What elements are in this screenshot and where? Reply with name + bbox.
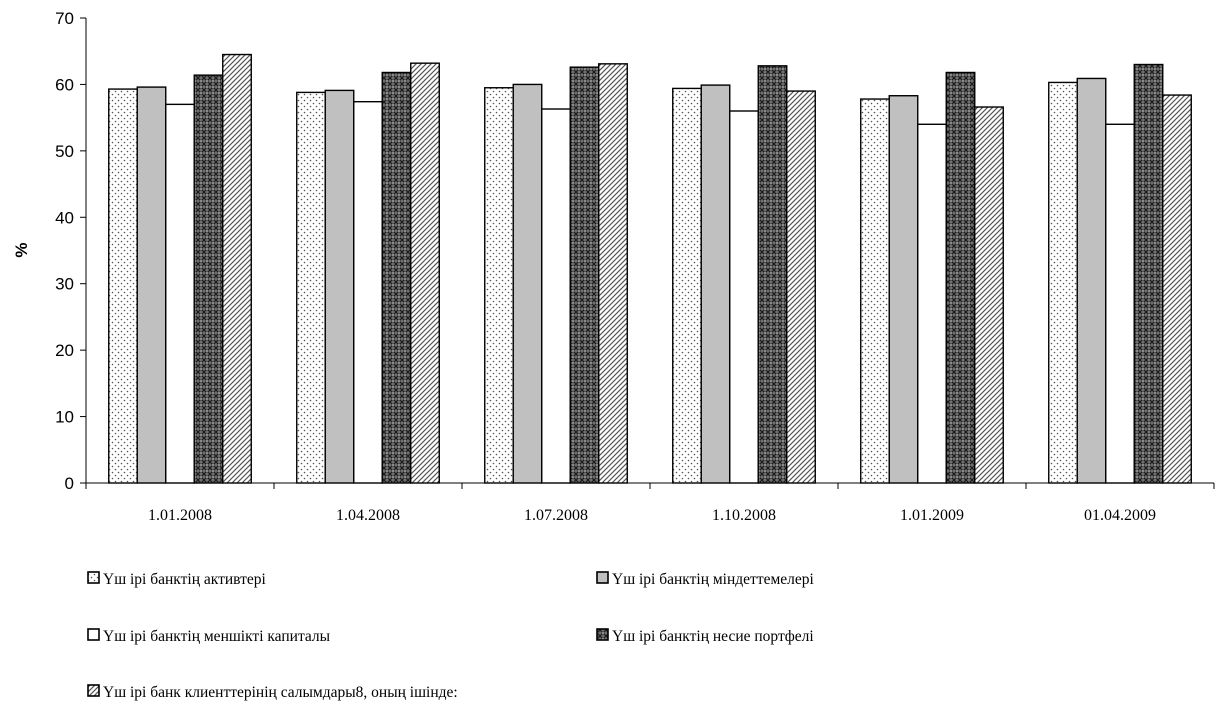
bar-crosshatch-1 xyxy=(381,71,412,484)
bar-solid-gray-2 xyxy=(512,83,543,484)
y-axis: 0 10 20 30 40 50 60 70 xyxy=(55,9,87,493)
legend-label: Үш ірі банктің меншікті капиталы xyxy=(103,628,331,645)
bar-crosshatch-0 xyxy=(193,74,224,484)
bar-diagonal-5 xyxy=(1162,94,1192,484)
bar-dots-2 xyxy=(484,87,514,484)
legend-swatch-white xyxy=(87,628,100,641)
legend-swatch-crosshatch xyxy=(596,628,609,641)
legend-label: Үш ірі банктің активтері xyxy=(103,571,266,588)
bar-white-0 xyxy=(165,103,195,484)
y-tick-label: 40 xyxy=(55,208,74,227)
legend-swatch-diagonal xyxy=(87,684,100,697)
bar-dots-5 xyxy=(1048,81,1078,484)
bar-dots-0 xyxy=(108,88,138,484)
y-tick-label: 30 xyxy=(55,275,74,294)
bar-white-5 xyxy=(1105,123,1135,484)
bar-diagonal-0 xyxy=(222,53,252,484)
x-tick-label: 1.04.2008 xyxy=(336,507,400,524)
bar-solid-gray-0 xyxy=(136,86,167,484)
x-tick-label: 1.01.2008 xyxy=(148,507,212,524)
x-tick-label: 1.01.2009 xyxy=(900,507,964,524)
y-tick-label: 20 xyxy=(55,341,74,360)
legend-swatch-solid-gray xyxy=(596,571,609,584)
x-tick-label: 1.07.2008 xyxy=(524,507,588,524)
bar-crosshatch-4 xyxy=(945,71,976,484)
legend: Үш ірі банктің активтері Үш ірі банктің м… xyxy=(87,571,815,701)
bar-solid-gray-1 xyxy=(324,89,355,484)
legend-swatch-dots xyxy=(87,571,100,584)
bar-white-2 xyxy=(541,108,571,484)
bar-white-3 xyxy=(729,110,759,484)
bar-crosshatch-3 xyxy=(757,65,788,484)
bar-diagonal-4 xyxy=(974,106,1004,484)
y-tick-label: 10 xyxy=(55,408,74,427)
y-tick-label: 60 xyxy=(55,75,74,94)
bar-solid-gray-3 xyxy=(700,84,731,484)
bar-crosshatch-5 xyxy=(1133,63,1164,484)
bar-diagonal-1 xyxy=(410,62,440,484)
x-tick-label: 1.10.2008 xyxy=(712,507,776,524)
y-tick-label: 0 xyxy=(65,474,74,493)
y-tick-label: 70 xyxy=(55,9,74,28)
bar-dots-1 xyxy=(296,91,326,484)
bar-dots-4 xyxy=(860,98,890,484)
bars xyxy=(108,53,1192,484)
x-axis: 1.01.2008 1.04.2008 1.07.2008 1.10.2008 1.01… xyxy=(85,482,1215,524)
bar-white-4 xyxy=(917,123,947,484)
legend-label: Үш ірі банктің несие портфелі xyxy=(612,628,814,645)
bar-diagonal-2 xyxy=(598,63,628,484)
y-tick-label: 50 xyxy=(55,142,74,161)
bar-white-1 xyxy=(353,100,383,484)
bar-crosshatch-2 xyxy=(569,66,600,484)
bar-solid-gray-4 xyxy=(888,95,919,484)
bar-solid-gray-5 xyxy=(1076,77,1107,484)
x-tick-label: 01.04.2009 xyxy=(1084,507,1156,524)
bar-diagonal-3 xyxy=(786,90,816,484)
legend-label: Үш ірі банк клиенттерінің салымдары8, он… xyxy=(103,684,458,701)
y-axis-title: % xyxy=(12,242,31,257)
bar-dots-3 xyxy=(672,87,702,484)
legend-label: Үш ірі банктің міндеттемелері xyxy=(612,571,815,588)
